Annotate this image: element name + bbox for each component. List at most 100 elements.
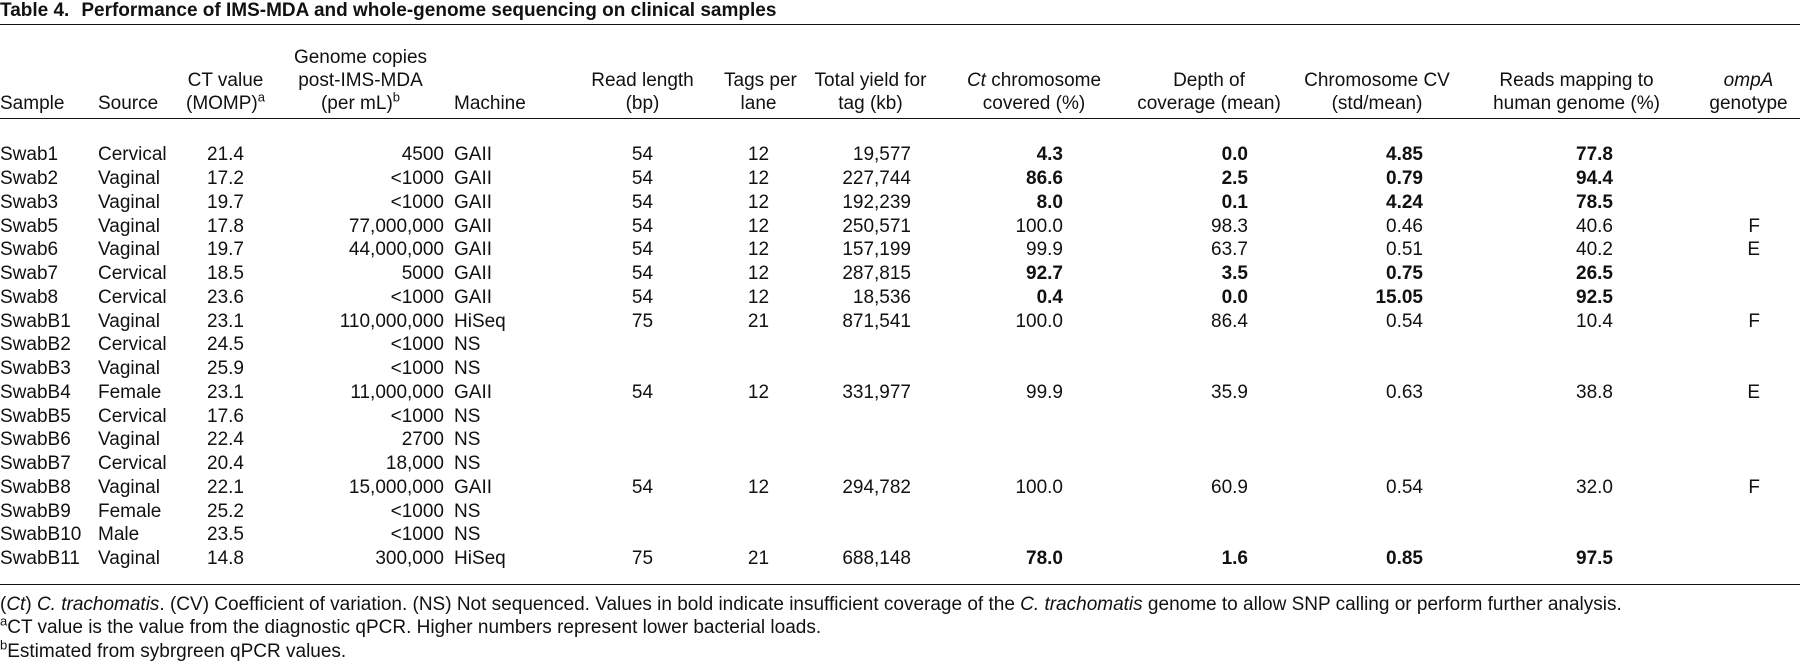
table-cell: Female — [98, 381, 162, 403]
header-line: (MOMP)a — [184, 91, 267, 115]
table-row: Swab7 Cervical 18.5 5000 GAII 54 12 287,815 92.7… — [0, 262, 1800, 286]
table-cell: 17.8 — [207, 215, 244, 237]
column-header: Sample — [0, 25, 98, 119]
header-line: Ct chromosome — [948, 69, 1120, 92]
table-row: Swab8 Cervical 23.6 <1000 GAII 54 12 18,536 0.4 0… — [0, 286, 1800, 310]
header-line: Total yield for — [793, 69, 948, 92]
table-cell: Vaginal — [98, 168, 160, 190]
header-text: (MOMP) — [186, 93, 258, 114]
footnote: bEstimated from sybrgreen qPCR values. — [0, 638, 1800, 664]
table-cell: 38.8 — [1576, 381, 1613, 403]
header-text: (std/mean) — [1331, 93, 1423, 114]
table-cell: 21 — [747, 310, 770, 332]
table-cell: 54 — [631, 476, 654, 498]
table-caption: Table 4. Performance of IMS-MDA and whole… — [0, 0, 1800, 25]
table-cell: E — [1747, 239, 1760, 261]
table-cell: SwabB2 — [0, 334, 71, 356]
table-cell: 97.5 — [1576, 548, 1613, 570]
empty-cell — [1697, 262, 1800, 286]
table-row: SwabB4 Female 23.1 11,000,000 GAII 54 12 331,97… — [0, 381, 1800, 405]
table-cell: HiSeq — [454, 310, 506, 332]
table-cell: Swab2 — [0, 168, 59, 190]
empty-cell — [1456, 357, 1697, 381]
table-cell: 4.85 — [1386, 144, 1423, 166]
empty-cell — [793, 523, 948, 547]
table-cell: F — [1748, 476, 1760, 498]
table-cell: 75 — [631, 310, 654, 332]
header-text: Read length — [591, 70, 694, 91]
empty-cell — [793, 499, 948, 523]
empty-cell — [793, 333, 948, 357]
table-cell: Cervical — [98, 286, 167, 308]
spacer-row — [0, 570, 1800, 585]
header-text: Source — [98, 93, 159, 114]
table-row: SwabB1 Vaginal 23.1 110,000,000 HiSeq 75 21 871… — [0, 309, 1800, 333]
table-cell: 20.4 — [207, 453, 244, 475]
table-row: SwabB8 Vaginal 22.1 15,000,000 GAII 54 12 294,7… — [0, 476, 1800, 500]
empty-cell — [1298, 333, 1456, 357]
table-cell: 23.5 — [207, 524, 244, 546]
table-cell: 26.5 — [1576, 263, 1613, 285]
table-cell: 15.05 — [1375, 286, 1423, 308]
table-cell: 77,000,000 — [348, 215, 444, 237]
empty-cell — [793, 404, 948, 428]
header-text: Tags per — [724, 70, 797, 91]
table-cell: 23.1 — [207, 310, 244, 332]
table-cell: NS — [454, 405, 481, 427]
empty-cell — [1120, 404, 1298, 428]
table-cell: 15,000,000 — [348, 476, 444, 498]
column-header: Depth of coverage (mean) — [1120, 25, 1298, 119]
empty-cell — [1697, 333, 1800, 357]
table-cell: GAII — [454, 215, 493, 237]
empty-cell — [724, 499, 793, 523]
table-cell: 18,536 — [852, 286, 911, 308]
empty-cell — [1120, 357, 1298, 381]
table-cell: Vaginal — [98, 191, 160, 213]
empty-cell — [1697, 191, 1800, 215]
table-row: Swab1 Cervical 21.4 4500 GAII 54 12 19,577 4.3 0.… — [0, 143, 1800, 167]
header-text: Chromosome CV — [1304, 70, 1450, 91]
header-line: Read length — [561, 69, 724, 92]
table-cell: 32.0 — [1576, 476, 1613, 498]
table-label: Table 4. — [0, 0, 70, 21]
table-cell: 54 — [631, 381, 654, 403]
header-text: tag (kb) — [838, 93, 903, 114]
table-cell: 12 — [747, 168, 770, 190]
table-cell: 22.4 — [207, 429, 244, 451]
table-cell: 250,571 — [842, 215, 911, 237]
table-cell: 54 — [631, 286, 654, 308]
empty-cell — [1456, 333, 1697, 357]
empty-cell — [1298, 357, 1456, 381]
table-cell: SwabB9 — [0, 500, 71, 522]
empty-cell — [1456, 499, 1697, 523]
table-cell: 14.8 — [207, 548, 244, 570]
column-header: Chromosome CV (std/mean) — [1298, 25, 1456, 119]
empty-cell — [561, 499, 724, 523]
table-cell: Vaginal — [98, 310, 160, 332]
header-text: coverage (mean) — [1137, 93, 1281, 114]
table-cell: 0.4 — [1036, 286, 1063, 308]
empty-cell — [1456, 523, 1697, 547]
table-cell: 99.9 — [1026, 381, 1063, 403]
table-cell: Vaginal — [98, 358, 160, 380]
empty-cell — [793, 452, 948, 476]
table-row: Swab5 Vaginal 17.8 77,000,000 GAII 54 12 250,57… — [0, 214, 1800, 238]
header-text: lane — [740, 93, 777, 114]
empty-cell — [1120, 452, 1298, 476]
table-cell: 12 — [747, 144, 770, 166]
table-cell: 19,577 — [852, 144, 911, 166]
empty-cell — [793, 428, 948, 452]
header-text: CT value — [187, 70, 264, 91]
table-cell: 0.75 — [1386, 263, 1423, 285]
table-cell: SwabB3 — [0, 358, 71, 380]
table-cell: 23.6 — [207, 286, 244, 308]
table-cell: HiSeq — [454, 548, 506, 570]
table-cell: 54 — [631, 168, 654, 190]
table-cell: <1000 — [390, 286, 444, 308]
table-cell: 0.51 — [1386, 239, 1423, 261]
empty-cell — [561, 404, 724, 428]
header-text: Genome copies — [293, 47, 428, 68]
table-cell: 12 — [747, 191, 770, 213]
header-line: (bp) — [561, 92, 724, 115]
table-cell: 110,000,000 — [339, 310, 444, 332]
